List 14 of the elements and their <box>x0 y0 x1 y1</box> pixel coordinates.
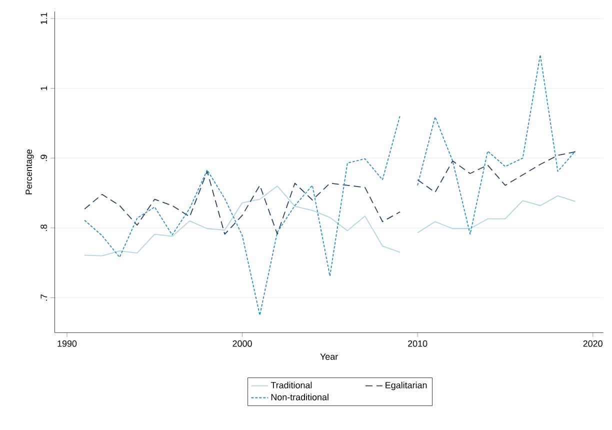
x-axis-title: Year <box>320 354 338 360</box>
x-tick-label: 2010 <box>408 340 428 347</box>
y-tick-label: .9 <box>40 154 47 162</box>
legend-label: Egalitarian <box>386 382 427 390</box>
x-tick-label: 2000 <box>232 340 252 347</box>
x-tick-label: 1990 <box>58 340 77 347</box>
legend-label: Traditional <box>270 382 312 388</box>
y-tick-label: 1 <box>40 86 47 90</box>
legend-label: Non-traditional <box>271 394 328 400</box>
y-tick-label: 1.1 <box>40 12 47 24</box>
x-tick-label: 2020 <box>583 340 602 347</box>
y-axis-title: Percentage <box>26 150 34 194</box>
y-tick-label: .7 <box>40 294 47 301</box>
y-tick-label: .8 <box>40 224 47 231</box>
